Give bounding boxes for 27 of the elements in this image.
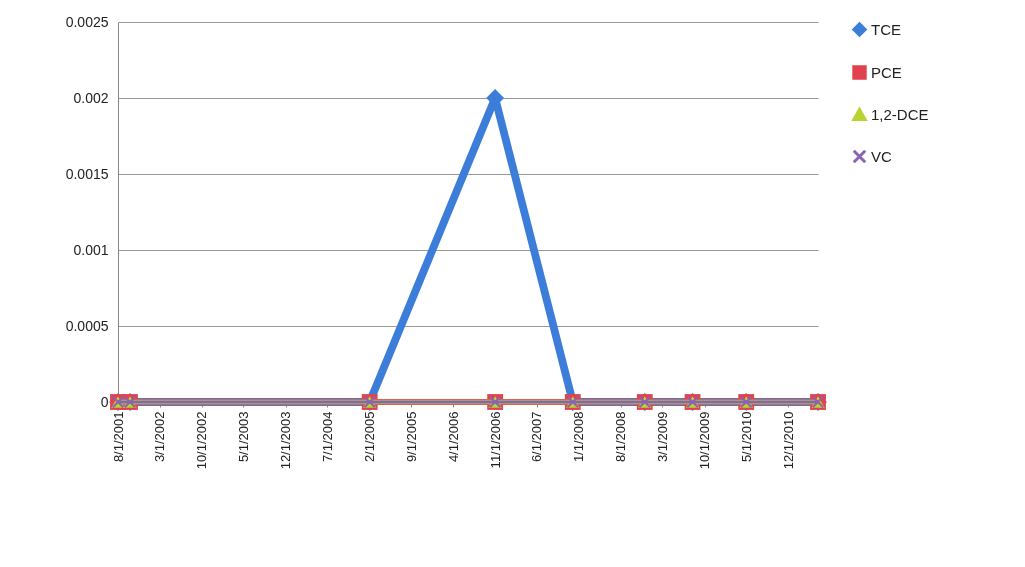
x-tick-label: 1/1/2008: [571, 411, 587, 463]
y-tick-label: 0.0005: [65, 317, 109, 334]
y-tick-label: 0.0025: [65, 13, 109, 30]
legend-label: 1,2-DCE: [871, 105, 929, 123]
legend-label: PCE: [871, 63, 902, 81]
x-tick-label: 2/1/2005: [362, 411, 378, 463]
y-tick-label: 0.001: [73, 241, 109, 258]
x-tick-label: 8/1/2008: [613, 411, 629, 463]
x-tick-label: 5/1/2003: [235, 411, 251, 463]
x-tick-label: 9/1/2005: [403, 411, 419, 463]
legend-label: VC: [871, 147, 892, 165]
x-tick-label: 7/1/2004: [319, 411, 335, 463]
x-tick-label: 12/1/2010: [780, 411, 796, 470]
legend-label: TCE: [871, 20, 901, 38]
x-tick-label: 5/1/2010: [738, 411, 754, 463]
x-tick-label: 3/1/2002: [152, 411, 168, 463]
x-tick-label: 10/1/2002: [194, 411, 210, 470]
y-tick-label: 0: [100, 393, 109, 410]
x-tick-label: 8/1/2001: [110, 411, 126, 463]
y-tick-label: 0.002: [73, 89, 109, 106]
x-tick-label: 12/1/2003: [278, 411, 294, 470]
x-tick-label: 4/1/2006: [445, 411, 461, 463]
y-tick-label: 0.0015: [65, 165, 109, 182]
x-tick-label: 10/1/2009: [697, 411, 713, 470]
x-tick-label: 6/1/2007: [529, 411, 545, 463]
x-tick-label: 3/1/2009: [654, 411, 670, 463]
x-tick-label: 11/1/2006: [487, 411, 503, 469]
